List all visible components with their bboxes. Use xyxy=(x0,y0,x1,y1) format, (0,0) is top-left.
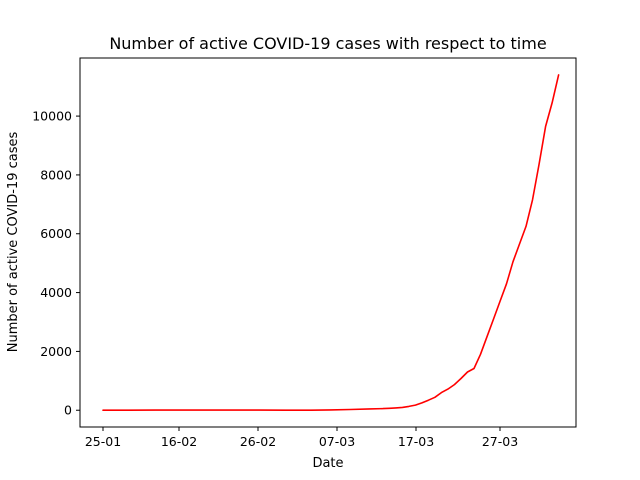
x-tick-label: 26-02 xyxy=(240,434,276,449)
x-tick-label: 07-03 xyxy=(319,434,355,449)
y-tick-label: 6000 xyxy=(40,226,72,241)
x-tick-label: 17-03 xyxy=(398,434,434,449)
y-tick-label: 10000 xyxy=(32,109,72,124)
series-line xyxy=(102,74,560,412)
y-axis: 0 2000 4000 6000 8000 10000 xyxy=(32,109,80,418)
x-tick-label: 25-01 xyxy=(85,434,121,449)
y-tick-label: 8000 xyxy=(40,167,72,182)
x-tick-label: 27-03 xyxy=(482,434,518,449)
x-axis: 25-01 16-02 26-02 07-03 17-03 27-03 xyxy=(85,427,518,449)
plot-frame xyxy=(79,57,577,428)
chart-title: Number of active COVID-19 cases with res… xyxy=(109,34,546,53)
y-tick-label: 4000 xyxy=(40,285,72,300)
y-tick-label: 2000 xyxy=(40,344,72,359)
x-tick-label: 16-02 xyxy=(161,434,197,449)
y-tick-label: 0 xyxy=(64,403,72,418)
x-axis-label: Date xyxy=(312,456,343,471)
y-axis-label: Number of active COVID-19 cases xyxy=(6,132,21,353)
plot-area xyxy=(102,74,560,412)
